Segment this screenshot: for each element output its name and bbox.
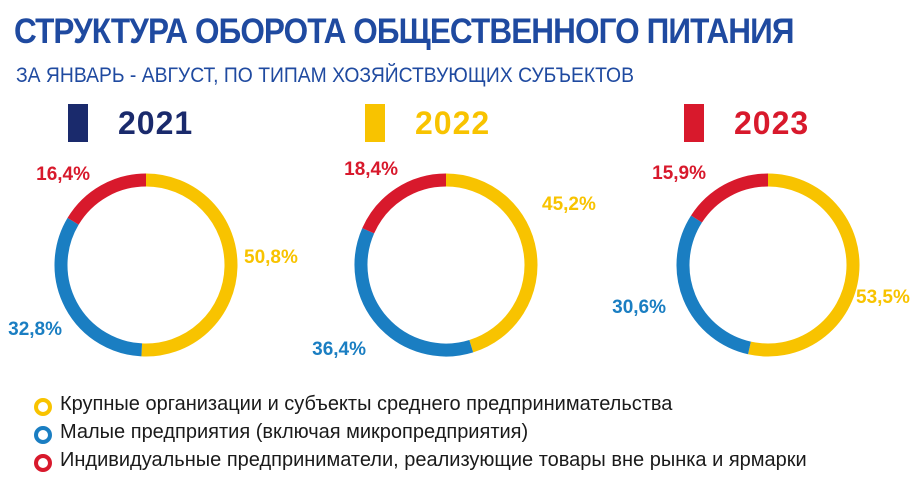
legend-dot-large [34,398,52,416]
donut-segment-2021-small [54,217,143,357]
donut-segment-2022-small [354,228,474,357]
data-label-2023-small: 30,6% [612,297,666,318]
year-text-2022: 2022 [415,105,491,141]
legend-text-individual: Индивидуальные предприниматели, реализую… [60,449,807,471]
data-label-2022-small: 36,4% [312,339,366,360]
data-label-2021-small: 32,8% [8,319,62,340]
donut-segment-2021-individual [67,173,147,225]
legend-dot-individual [34,454,52,472]
legend-text-large: Крупные организации и субъекты среднего … [60,393,673,415]
donut-segment-2022-large [445,173,538,353]
donut-segment-2023-small [676,215,751,355]
donut-segment-2021-large [141,173,238,357]
data-label-2022-large: 45,2% [542,194,596,215]
year-swatch-2023 [684,104,704,142]
donut-segment-2022-individual [362,173,447,234]
data-label-2023-individual: 15,9% [652,163,706,184]
year-text-2023: 2023 [734,105,810,141]
data-label-2023-large: 53,5% [856,287,910,308]
donut-segment-2023-individual [691,173,769,223]
data-label-2021-large: 50,8% [244,247,298,268]
legend-dot-small [34,426,52,444]
year-text-2021: 2021 [118,105,194,141]
donut-segment-2023-large [748,173,860,357]
donut-charts: 50,8% 32,8% 16,4% 45,2% 36,4% 18,4% 53,5% 30,6%… [8,159,910,360]
data-label-2021-individual: 16,4% [36,164,90,185]
year-swatch-2021 [68,104,88,142]
chart-title: СТРУКТУРА ОБОРОТА ОБЩЕСТВЕННОГО ПИТАНИЯ [14,12,795,51]
data-label-2022-individual: 18,4% [344,159,398,180]
year-swatch-2022 [365,104,385,142]
chart-subtitle: ЗА ЯНВАРЬ - АВГУСТ, ПО ТИПАМ ХОЗЯЙСТВУЮЩ… [16,64,634,87]
legend-text-small: Малые предприятия (включая микропредприя… [60,421,529,443]
